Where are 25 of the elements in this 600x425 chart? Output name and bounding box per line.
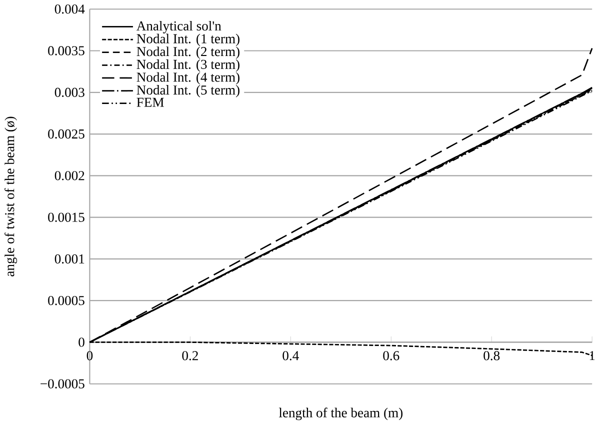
x-tick-label: 0.4 — [282, 351, 299, 360]
y-tick-label: 0.001 — [54, 254, 84, 264]
legend-label: Nodal Int. (4 term) — [136, 72, 240, 85]
y-tick-label: 0.0025 — [48, 130, 84, 139]
y-tick-label: 0.002 — [54, 171, 84, 180]
y-tick-label: 0.0035 — [48, 46, 84, 56]
x-tick-label: 0 — [86, 351, 93, 360]
legend-label: Nodal Int. (3 term) — [136, 60, 240, 72]
x-tick-label: 0.2 — [182, 351, 198, 360]
y-tick-label: 0.0005 — [48, 296, 84, 306]
legend-label: Analytical sol'n — [136, 21, 222, 34]
y-tick-label: 0 — [78, 338, 84, 347]
legend-label: Nodal Int. (1 term) — [136, 34, 240, 46]
x-tick-label: 1 — [590, 351, 595, 360]
y-tick-label: 0.0015 — [48, 212, 84, 222]
x-tick-label: 0.6 — [383, 351, 400, 360]
y-tick-label: 0.004 — [54, 4, 85, 14]
y-tick-label: 0.003 — [54, 88, 84, 98]
legend-label: Nodal Int. (2 term) — [136, 46, 240, 60]
y-tick-label: −0.0005 — [40, 379, 84, 389]
x-tick-label: 0.8 — [484, 351, 500, 360]
legend-label: FEM — [136, 98, 164, 107]
legend-label: Nodal Int. (5 term) — [136, 85, 240, 98]
x-axis-title: length of the beam (m) — [278, 408, 402, 420]
y-axis-title: angle of twist of the beam (ø) — [4, 116, 18, 276]
